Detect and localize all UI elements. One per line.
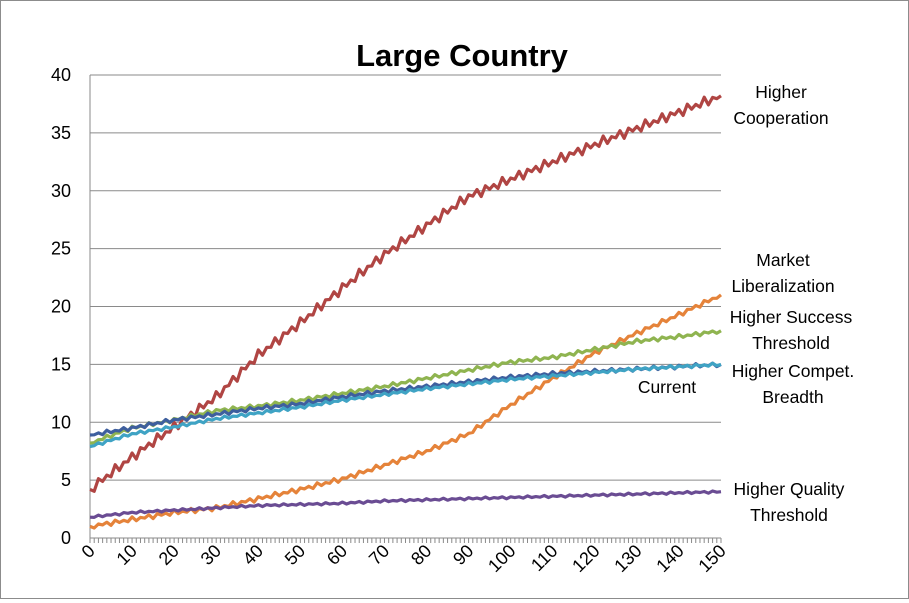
x-tick-label: 120	[568, 541, 603, 576]
x-tick-label: 50	[281, 541, 309, 569]
y-tick-label: 5	[61, 470, 71, 490]
series-label: Current	[638, 377, 696, 397]
x-tick-label: 140	[652, 541, 687, 576]
series-label: Threshold	[750, 505, 828, 525]
series-label: Liberalization	[731, 276, 834, 296]
y-tick-label: 0	[61, 528, 71, 548]
x-tick-label: 60	[323, 541, 351, 569]
series-line-higher-quality-threshold	[89, 489, 722, 519]
x-tick-label: 90	[449, 541, 477, 569]
y-tick-label: 15	[51, 354, 71, 374]
axes	[89, 75, 722, 543]
x-tick-label: 150	[694, 541, 729, 576]
series-line-higher-compet-breadth	[89, 361, 722, 449]
x-tick-label: 0	[78, 541, 99, 562]
series-label: Higher	[755, 82, 807, 102]
x-axis-ticks: 0 10 20 30 40 50 60 70 80 90 100 110 120 130 140 150	[78, 541, 730, 576]
series-label: Breadth	[762, 387, 823, 407]
y-tick-label: 35	[51, 123, 71, 143]
y-tick-label: 40	[51, 65, 71, 85]
x-tick-label: 40	[239, 541, 267, 569]
series-label: Higher Quality	[734, 479, 845, 499]
series-line-market-liberalization	[89, 293, 723, 530]
x-tick-label: 130	[610, 541, 645, 576]
x-tick-label: 70	[365, 541, 393, 569]
series-label: Cooperation	[733, 108, 828, 128]
y-tick-label: 25	[51, 239, 71, 259]
x-tick-label: 110	[527, 541, 561, 575]
y-tick-label: 20	[51, 297, 71, 317]
series-label: Market	[756, 250, 810, 270]
series-label: Threshold	[752, 333, 830, 353]
y-tick-label: 10	[51, 412, 71, 432]
y-axis-ticks: 0 5 10 15 20 25 30 35 40	[51, 65, 71, 548]
x-tick-label: 20	[155, 541, 183, 569]
series-label: Higher Compet.	[732, 361, 855, 381]
x-tick-label: 80	[407, 541, 435, 569]
x-tick-label: 10	[113, 541, 141, 569]
chart-title: Large Country	[356, 38, 569, 73]
y-tick-label: 30	[51, 181, 71, 201]
series-label: Higher Success	[730, 307, 853, 327]
x-tick-label: 100	[484, 541, 519, 576]
series-line-higher-cooperation	[89, 94, 722, 493]
x-tick-label: 30	[197, 541, 225, 569]
series-labels: Higher Cooperation Market Liberalization Hig…	[638, 82, 854, 525]
series-group	[89, 94, 723, 530]
